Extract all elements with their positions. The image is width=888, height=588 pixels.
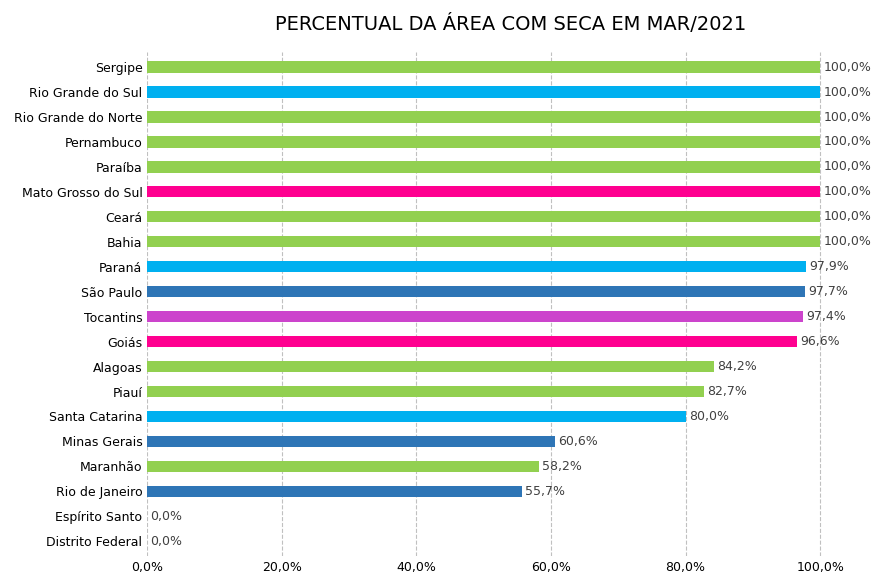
Bar bbox=[147, 136, 821, 148]
Bar bbox=[147, 161, 821, 172]
Bar bbox=[147, 361, 714, 372]
Text: 82,7%: 82,7% bbox=[707, 385, 747, 398]
Bar bbox=[147, 236, 821, 248]
Bar bbox=[147, 386, 704, 397]
Bar bbox=[147, 211, 821, 222]
Text: 100,0%: 100,0% bbox=[823, 211, 871, 223]
Text: 84,2%: 84,2% bbox=[718, 360, 757, 373]
Text: 100,0%: 100,0% bbox=[823, 235, 871, 248]
Text: 58,2%: 58,2% bbox=[543, 460, 583, 473]
Text: 100,0%: 100,0% bbox=[823, 61, 871, 74]
Bar bbox=[147, 436, 555, 447]
Bar bbox=[147, 62, 821, 73]
Text: 55,7%: 55,7% bbox=[526, 485, 566, 498]
Bar bbox=[147, 186, 821, 198]
Text: 60,6%: 60,6% bbox=[559, 435, 599, 448]
Text: 80,0%: 80,0% bbox=[689, 410, 729, 423]
Text: 100,0%: 100,0% bbox=[823, 135, 871, 148]
Bar bbox=[147, 311, 803, 322]
Text: 0,0%: 0,0% bbox=[151, 534, 183, 548]
Text: 97,9%: 97,9% bbox=[810, 260, 849, 273]
Bar bbox=[147, 411, 686, 422]
Bar bbox=[147, 461, 539, 472]
Bar bbox=[147, 336, 797, 348]
Title: PERCENTUAL DA ÁREA COM SECA EM MAR/2021: PERCENTUAL DA ÁREA COM SECA EM MAR/2021 bbox=[275, 14, 746, 34]
Bar bbox=[147, 261, 806, 272]
Text: 0,0%: 0,0% bbox=[151, 510, 183, 523]
Text: 100,0%: 100,0% bbox=[823, 85, 871, 99]
Bar bbox=[147, 486, 522, 497]
Bar bbox=[147, 286, 805, 298]
Bar bbox=[147, 86, 821, 98]
Bar bbox=[147, 111, 821, 123]
Text: 97,7%: 97,7% bbox=[808, 285, 848, 298]
Text: 100,0%: 100,0% bbox=[823, 185, 871, 198]
Text: 96,6%: 96,6% bbox=[801, 335, 840, 348]
Text: 97,4%: 97,4% bbox=[806, 310, 845, 323]
Text: 100,0%: 100,0% bbox=[823, 111, 871, 123]
Text: 100,0%: 100,0% bbox=[823, 161, 871, 173]
